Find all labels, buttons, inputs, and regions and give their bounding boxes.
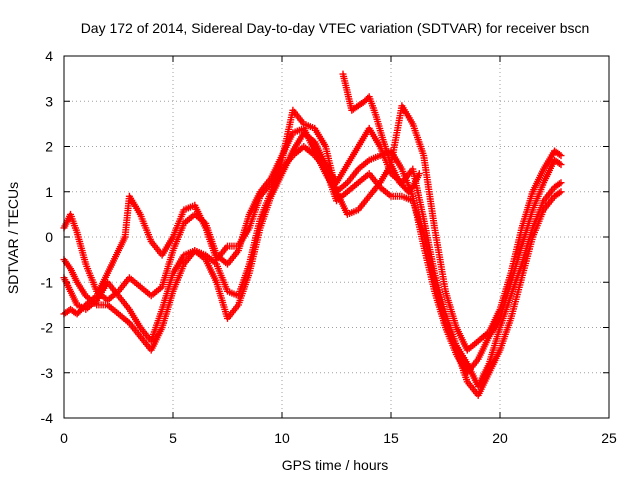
y-tick-label: -4 — [41, 410, 54, 426]
y-tick-label: -1 — [41, 274, 54, 290]
y-tick-label: 1 — [45, 184, 53, 200]
x-tick-label: 25 — [601, 430, 617, 446]
plot-frame — [63, 55, 610, 419]
y-tick-label: -2 — [41, 320, 54, 336]
y-tick-label: 3 — [45, 93, 53, 109]
y-tick-label: 4 — [45, 48, 53, 64]
chart-title: Day 172 of 2014, Sidereal Day-to-day VTE… — [81, 20, 590, 36]
x-axis-label: GPS time / hours — [282, 457, 389, 473]
series-markers — [60, 124, 565, 390]
y-axis-label: SDTVAR / TECUs — [5, 182, 21, 294]
y-tick-label: 2 — [45, 139, 53, 155]
y-tick-label: -3 — [41, 365, 54, 381]
series-track-5 — [339, 70, 423, 196]
x-tick-label: 0 — [60, 430, 68, 446]
y-tick-label: 0 — [45, 229, 53, 245]
series-track-1 — [60, 124, 565, 377]
series-markers — [60, 124, 565, 377]
axis-ticks: 0 5 10 15 20 25 -4 -3 -2 -1 0 1 2 3 4 — [41, 48, 617, 446]
x-tick-label: 5 — [169, 430, 177, 446]
x-tick-label: 15 — [383, 430, 399, 446]
series-markers — [339, 70, 423, 196]
series-track-2 — [60, 124, 565, 390]
data-series — [60, 70, 565, 399]
x-tick-label: 10 — [274, 430, 290, 446]
x-tick-label: 20 — [492, 430, 508, 446]
